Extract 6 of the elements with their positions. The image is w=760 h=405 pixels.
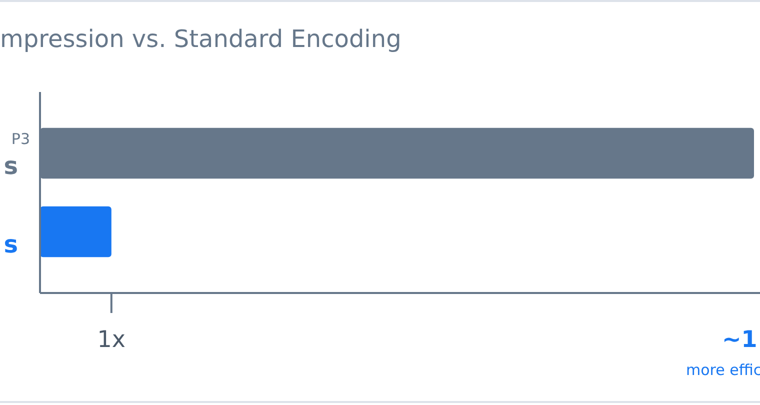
- text: ~1: [722, 327, 758, 353]
- y-tick-label: P3: [11, 130, 30, 148]
- chart-title: mpression vs. Standard Encoding: [0, 25, 402, 53]
- text: s: [4, 230, 18, 258]
- text: s: [4, 152, 18, 180]
- text: 1x: [97, 327, 126, 353]
